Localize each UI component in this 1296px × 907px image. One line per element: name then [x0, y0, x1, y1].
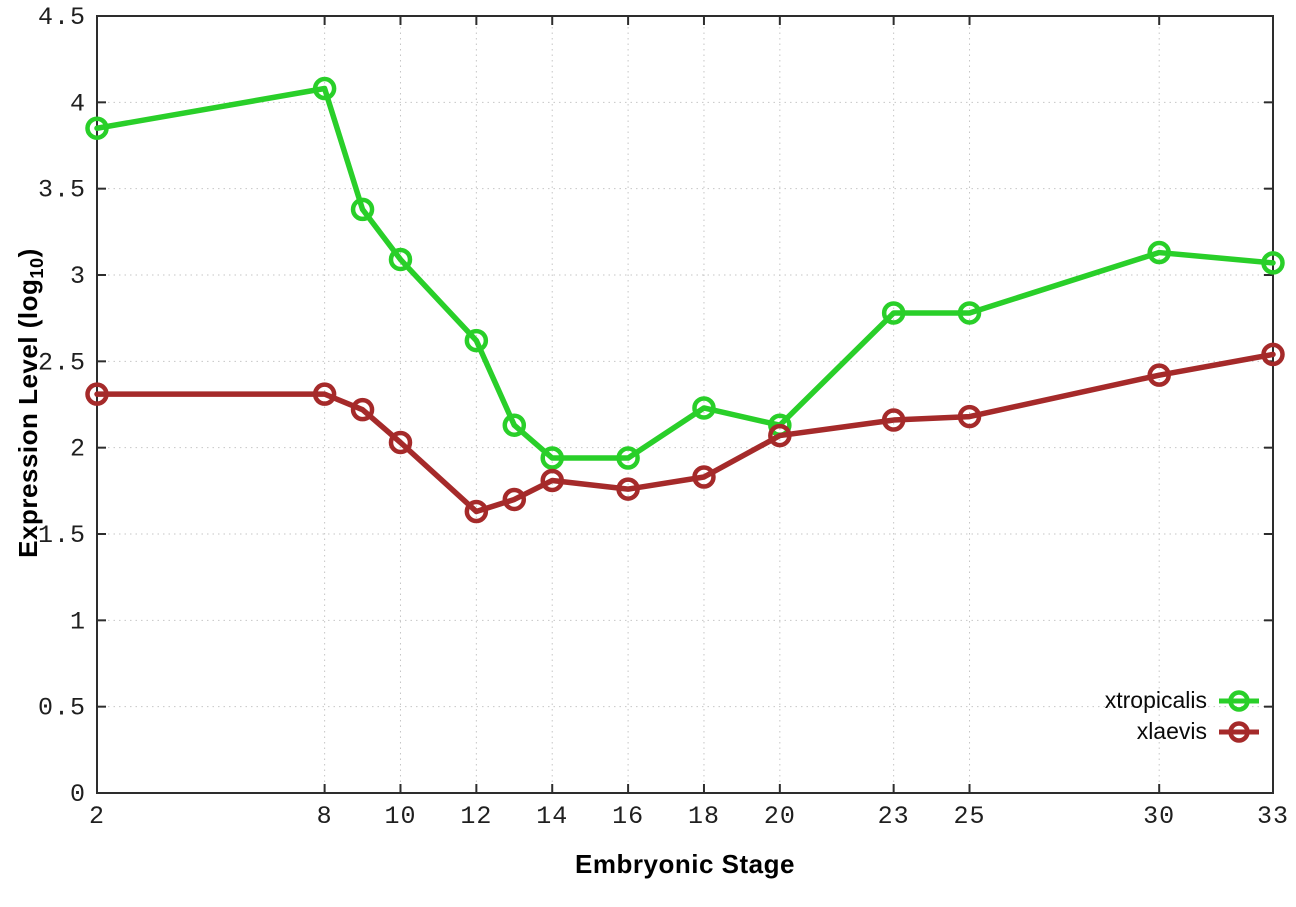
- y-tick-label: 0.5: [38, 694, 86, 723]
- data-point-xtropicalis: [388, 247, 413, 272]
- legend: xtropicalis xlaevis: [1105, 685, 1260, 747]
- data-point-xlaevis: [312, 382, 337, 406]
- data-point-xlaevis: [464, 499, 489, 524]
- data-point-xtropicalis: [1261, 251, 1285, 275]
- data-point-xlaevis: [85, 382, 109, 406]
- data-point-xlaevis: [768, 423, 792, 448]
- data-point-xlaevis: [540, 468, 564, 493]
- y-tick-label: 3: [70, 262, 86, 291]
- y-axis-title-subscript: 10: [27, 257, 48, 279]
- data-point-xtropicalis: [502, 413, 527, 437]
- x-tick-label: 23: [878, 802, 910, 831]
- legend-item-xtropicalis: xtropicalis: [1105, 685, 1260, 716]
- x-tick-label: 14: [536, 802, 568, 831]
- legend-marker-xlaevis: [1219, 720, 1259, 743]
- data-point-xtropicalis: [692, 396, 716, 420]
- legend-label-xtropicalis: xtropicalis: [1104, 687, 1207, 713]
- data-point-xlaevis: [692, 465, 716, 489]
- data-point-xlaevis: [957, 404, 982, 429]
- data-point-xlaevis: [616, 477, 640, 501]
- y-tick-label: 4: [70, 89, 86, 118]
- series-line-xtropicalis: [94, 85, 1276, 461]
- legend-marker-xtropicalis: [1219, 689, 1259, 712]
- y-tick-label: 0: [70, 780, 86, 809]
- y-tick-label: 4.5: [38, 3, 86, 32]
- data-point-xlaevis: [502, 487, 527, 512]
- series-line-xlaevis: [94, 351, 1276, 515]
- data-point-xtropicalis: [881, 301, 906, 325]
- y-tick-label: 2.5: [38, 348, 86, 377]
- x-axis-title: Embryonic Stage: [575, 849, 795, 879]
- x-tick-label: 12: [460, 802, 492, 831]
- x-tick-label: 30: [1143, 802, 1175, 831]
- data-point-xlaevis: [388, 430, 413, 455]
- data-point-xtropicalis: [957, 301, 982, 325]
- legend-item-xlaevis: xlaevis: [1105, 716, 1260, 747]
- y-axis-title-close: ): [13, 248, 43, 258]
- data-point-xlaevis: [1261, 342, 1285, 367]
- legend-label-xlaevis: xlaevis: [1136, 718, 1207, 744]
- x-tick-label: 20: [764, 802, 796, 831]
- data-point-xlaevis: [350, 397, 375, 422]
- data-point-xtropicalis: [464, 328, 489, 353]
- data-point-xlaevis: [881, 408, 906, 432]
- x-tick-label: 8: [317, 802, 333, 831]
- x-tick-label: 16: [612, 802, 644, 831]
- x-tick-label: 2: [89, 802, 105, 831]
- y-tick-label: 2: [70, 435, 86, 464]
- y-axis-title: Expression Level (log10): [7, 3, 49, 803]
- x-tick-label: 10: [384, 802, 416, 831]
- data-point-xtropicalis: [312, 76, 337, 101]
- data-point-xtropicalis: [350, 197, 375, 222]
- data-point-xtropicalis: [85, 116, 109, 140]
- y-axis-title-text: Expression Level (log: [13, 278, 43, 558]
- y-tick-label: 3.5: [38, 176, 86, 205]
- y-tick-label: 1.5: [38, 521, 86, 550]
- x-tick-label: 18: [688, 802, 720, 831]
- x-tick-label: 33: [1257, 802, 1289, 831]
- y-tick-label: 1: [70, 607, 86, 636]
- plot-border: [96, 15, 1274, 794]
- data-point-xtropicalis: [540, 446, 564, 470]
- x-tick-label: 25: [954, 802, 986, 831]
- data-point-xtropicalis: [1147, 240, 1171, 265]
- data-point-xtropicalis: [616, 446, 640, 470]
- data-point-xlaevis: [1147, 363, 1171, 387]
